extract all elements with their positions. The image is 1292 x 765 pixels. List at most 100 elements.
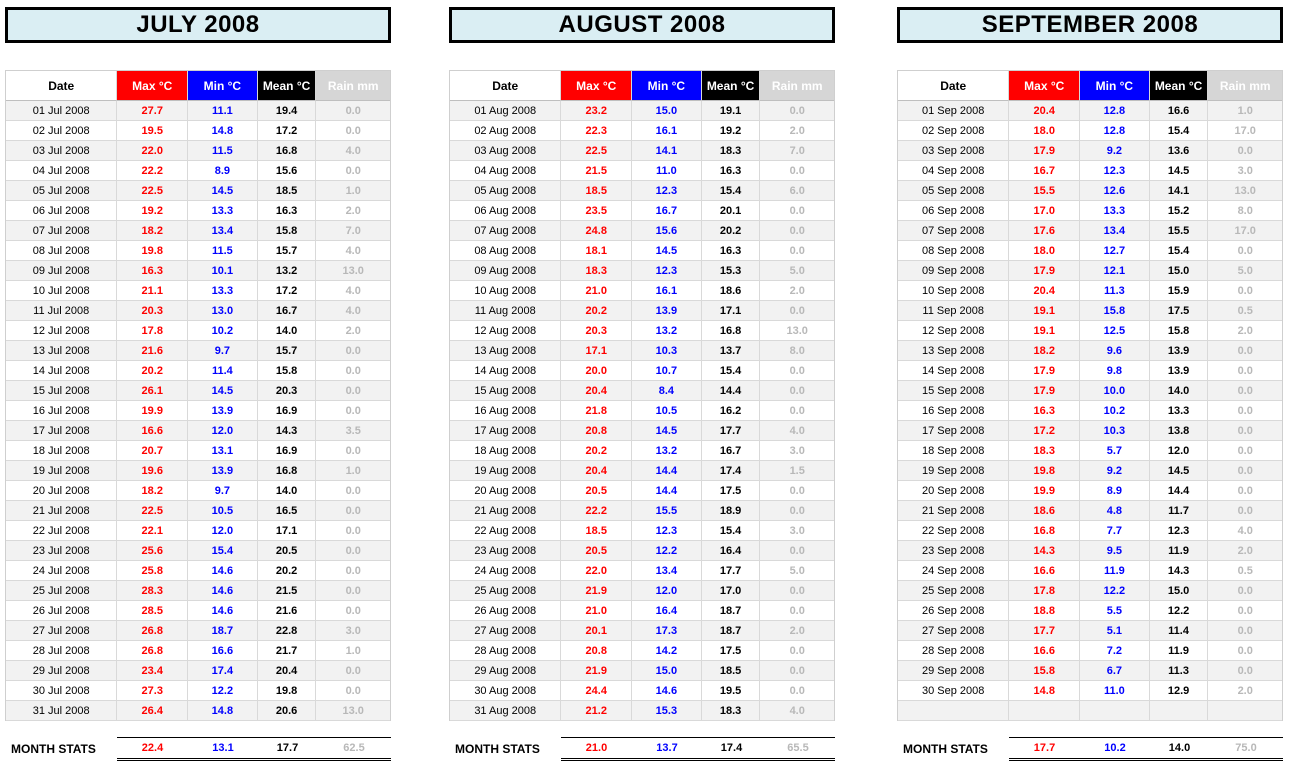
cell-date: 21 Jul 2008 bbox=[6, 501, 118, 521]
cell-mean: 21.5 bbox=[257, 581, 317, 601]
table-row: 16 Sep 2008 16.3 10.2 13.3 0.0 bbox=[898, 401, 1283, 421]
cell-date: 27 Sep 2008 bbox=[898, 621, 1010, 641]
cell-min: 9.7 bbox=[188, 481, 258, 501]
cell-mean: 15.6 bbox=[257, 161, 317, 181]
table-row: 31 Aug 2008 21.2 15.3 18.3 4.0 bbox=[450, 701, 835, 721]
cell-date: 28 Jul 2008 bbox=[6, 641, 118, 661]
cell-max: 20.3 bbox=[117, 301, 189, 321]
cell-rain: 0.0 bbox=[760, 361, 835, 381]
table-row: 17 Aug 2008 20.8 14.5 17.7 4.0 bbox=[450, 421, 835, 441]
month-panel-july: JULY 2008 Date Max °C Min °C Mean °C Rain mm… bbox=[5, 7, 391, 761]
table-row: 13 Jul 2008 21.6 9.7 15.7 0.0 bbox=[6, 341, 391, 361]
cell-mean: 19.8 bbox=[257, 681, 317, 701]
cell-date: 12 Sep 2008 bbox=[898, 321, 1010, 341]
cell-min: 13.4 bbox=[188, 221, 258, 241]
cell-date: 23 Jul 2008 bbox=[6, 541, 118, 561]
cell-rain: 8.0 bbox=[1208, 201, 1283, 221]
month-stats-label: MONTH STATS bbox=[455, 742, 540, 756]
cell-max: 21.8 bbox=[561, 401, 633, 421]
cell-date: 30 Sep 2008 bbox=[898, 681, 1010, 701]
cell-min: 13.4 bbox=[1080, 221, 1150, 241]
cell-rain: 2.0 bbox=[760, 281, 835, 301]
table-row: 04 Sep 2008 16.7 12.3 14.5 3.0 bbox=[898, 161, 1283, 181]
cell-min: 12.8 bbox=[1080, 101, 1150, 121]
cell-rain: 13.0 bbox=[1208, 181, 1283, 201]
cell-max: 17.9 bbox=[1009, 361, 1081, 381]
cell-min: 10.3 bbox=[1080, 421, 1150, 441]
cell-date: 02 Sep 2008 bbox=[898, 121, 1010, 141]
table-row: 04 Aug 2008 21.5 11.0 16.3 0.0 bbox=[450, 161, 835, 181]
column-header-rain: Rain mm bbox=[760, 71, 835, 101]
cell-mean: 14.4 bbox=[1149, 481, 1209, 501]
cell-mean: 11.9 bbox=[1149, 641, 1209, 661]
table-row: 16 Jul 2008 19.9 13.9 16.9 0.0 bbox=[6, 401, 391, 421]
column-header-date: Date bbox=[450, 71, 562, 101]
cell-max: 16.6 bbox=[1009, 641, 1081, 661]
cell-min: 15.3 bbox=[632, 701, 702, 721]
cell-mean: 15.7 bbox=[257, 341, 317, 361]
cell-mean: 20.2 bbox=[701, 221, 761, 241]
table-row: 12 Sep 2008 19.1 12.5 15.8 2.0 bbox=[898, 321, 1283, 341]
stat-mean: 14.0 bbox=[1168, 742, 1191, 754]
cell-min: 12.2 bbox=[632, 541, 702, 561]
cell-rain: 13.0 bbox=[316, 701, 391, 721]
cell-rain: 0.0 bbox=[1208, 461, 1283, 481]
table-row: 31 Jul 2008 26.4 14.8 20.6 13.0 bbox=[6, 701, 391, 721]
table-row: 14 Aug 2008 20.0 10.7 15.4 0.0 bbox=[450, 361, 835, 381]
cell-min: 10.7 bbox=[632, 361, 702, 381]
table-body: 01 Aug 2008 23.2 15.0 19.1 0.0 02 Aug 2008 22.… bbox=[450, 101, 835, 721]
cell-mean: 17.2 bbox=[257, 121, 317, 141]
table-row: 08 Sep 2008 18.0 12.7 15.4 0.0 bbox=[898, 241, 1283, 261]
table-row: 20 Jul 2008 18.2 9.7 14.0 0.0 bbox=[6, 481, 391, 501]
cell-rain: 17.0 bbox=[1208, 221, 1283, 241]
cell-rain: 0.0 bbox=[760, 601, 835, 621]
cell-min: 7.7 bbox=[1080, 521, 1150, 541]
cell-max: 19.1 bbox=[1009, 301, 1081, 321]
cell-min: 18.7 bbox=[188, 621, 258, 641]
table-row: 29 Sep 2008 15.8 6.7 11.3 0.0 bbox=[898, 661, 1283, 681]
cell-min: 14.5 bbox=[188, 181, 258, 201]
cell-rain: 0.0 bbox=[1208, 581, 1283, 601]
month-panel-september: SEPTEMBER 2008 Date Max °C Min °C Mean °C Ra… bbox=[897, 7, 1283, 761]
cell-rain: 0.0 bbox=[760, 221, 835, 241]
cell-rain: 5.0 bbox=[760, 561, 835, 581]
cell-min: 9.2 bbox=[1080, 141, 1150, 161]
cell-date: 10 Sep 2008 bbox=[898, 281, 1010, 301]
cell-mean: 16.8 bbox=[701, 321, 761, 341]
cell-rain: 7.0 bbox=[760, 141, 835, 161]
cell-mean: 16.5 bbox=[257, 501, 317, 521]
cell-max: 20.8 bbox=[561, 421, 633, 441]
column-header-max: Max °C bbox=[1009, 71, 1081, 101]
cell-min: 9.7 bbox=[188, 341, 258, 361]
cell-max: 21.0 bbox=[561, 601, 633, 621]
cell-rain: 0.0 bbox=[760, 481, 835, 501]
column-header-mean: Mean °C bbox=[1149, 71, 1209, 101]
cell-mean: 11.3 bbox=[1149, 661, 1209, 681]
cell-min: 10.3 bbox=[632, 341, 702, 361]
column-header-max: Max °C bbox=[117, 71, 189, 101]
cell-min: 13.3 bbox=[1080, 201, 1150, 221]
cell-date: 02 Jul 2008 bbox=[6, 121, 118, 141]
cell-max: 16.8 bbox=[1009, 521, 1081, 541]
cell-max: 20.4 bbox=[1009, 281, 1081, 301]
month-stats-row: MONTH STATS 17.7 10.2 14.0 75.0 bbox=[897, 737, 1283, 761]
table-row: 17 Sep 2008 17.2 10.3 13.8 0.0 bbox=[898, 421, 1283, 441]
stat-min: 10.2 bbox=[1104, 742, 1126, 754]
cell-max: 21.1 bbox=[117, 281, 189, 301]
cell-date: 10 Aug 2008 bbox=[450, 281, 562, 301]
cell-mean: 15.4 bbox=[1149, 121, 1209, 141]
cell-mean: 11.7 bbox=[1149, 501, 1209, 521]
cell-min: 13.9 bbox=[188, 401, 258, 421]
cell-date: 30 Jul 2008 bbox=[6, 681, 118, 701]
cell-rain: 0.0 bbox=[1208, 281, 1283, 301]
table-row: 02 Jul 2008 19.5 14.8 17.2 0.0 bbox=[6, 121, 391, 141]
cell-date: 11 Aug 2008 bbox=[450, 301, 562, 321]
table-row: 09 Jul 2008 16.3 10.1 13.2 13.0 bbox=[6, 261, 391, 281]
cell-date: 01 Jul 2008 bbox=[6, 101, 118, 121]
table-row: 06 Aug 2008 23.5 16.7 20.1 0.0 bbox=[450, 201, 835, 221]
cell-max: 19.6 bbox=[117, 461, 189, 481]
cell-min: 9.8 bbox=[1080, 361, 1150, 381]
table-row: 11 Jul 2008 20.3 13.0 16.7 4.0 bbox=[6, 301, 391, 321]
cell-rain: 0.0 bbox=[316, 581, 391, 601]
cell-mean: 17.4 bbox=[701, 461, 761, 481]
